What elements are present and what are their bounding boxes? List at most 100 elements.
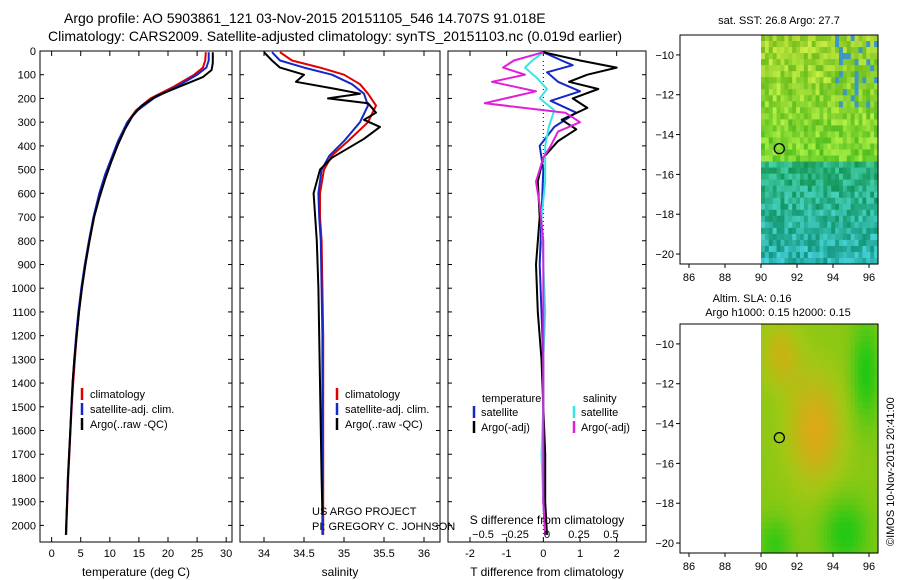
x-axis-label: temperature (deg C): [82, 565, 190, 579]
map-y-tick-label: −20: [655, 538, 674, 550]
y-tick-label: 1300: [12, 354, 36, 366]
map-x-tick-label: 96: [863, 561, 875, 573]
x-tick-label: -1: [502, 548, 512, 560]
map-x-tick-label: 90: [755, 272, 767, 284]
series-line-magenta: [483, 51, 581, 535]
sst-map-title: sat. SST: 26.8 Argo: 27.7: [718, 15, 840, 27]
axes-frame-difference-profile: [447, 50, 647, 543]
map-x-tick-label: 86: [683, 561, 695, 573]
y-tick-label: 800: [18, 236, 36, 248]
map-y-tick-label: −12: [655, 90, 674, 102]
secondary-tick-label: 0.25: [568, 529, 589, 541]
map-y-tick-label: −10: [655, 50, 674, 62]
map-cells: [761, 35, 879, 265]
y-tick-label: 1200: [12, 331, 36, 343]
map-y-tick-label: −18: [655, 209, 674, 221]
x-tick-label: 34: [258, 548, 270, 560]
x-tick-label: 0: [540, 548, 546, 560]
map-x-tick-label: 92: [791, 561, 803, 573]
project-annotation: US ARGO PROJECT: [312, 506, 417, 518]
y-tick-label: 700: [18, 212, 36, 224]
x-axis-label: salinity: [322, 565, 359, 579]
x-tick-label: -2: [465, 548, 475, 560]
legend-label: Argo(..raw -QC): [90, 419, 168, 431]
x-tick-label: 15: [133, 548, 145, 560]
legend-label: climatology: [90, 389, 146, 401]
legend-label: Argo(..raw -QC): [345, 419, 423, 431]
x-tick-label: 0: [49, 548, 55, 560]
x-tick-label: 20: [162, 548, 174, 560]
legend-header-temperature: temperature: [482, 393, 541, 405]
secondary-axis-title: S difference from climatology: [470, 513, 625, 527]
x-tick-label: 1: [577, 548, 583, 560]
y-tick-label: 200: [18, 93, 36, 105]
sla-map-title: Altim. SLA: 0.16: [713, 293, 792, 305]
map-cells: [761, 324, 879, 554]
map-x-tick-label: 86: [683, 272, 695, 284]
x-tick-label: 10: [104, 548, 116, 560]
secondary-tick-label: −0.5: [472, 529, 494, 541]
legend-label: satellite: [581, 407, 618, 419]
map-y-tick-label: −16: [655, 458, 674, 470]
map-y-tick-label: −12: [655, 379, 674, 391]
y-tick-label: 1400: [12, 378, 36, 390]
legend-label: satellite-adj. clim.: [90, 404, 174, 416]
y-tick-label: 1500: [12, 402, 36, 414]
x-tick-label: 2: [614, 548, 620, 560]
y-tick-label: 0: [30, 46, 36, 58]
y-tick-label: 1600: [12, 426, 36, 438]
series-line-black: [263, 51, 381, 514]
x-tick-label: 34.5: [293, 548, 314, 560]
secondary-tick-label: −0.25: [501, 529, 529, 541]
legend-label: satellite: [481, 407, 518, 419]
y-tick-label: 2000: [12, 520, 36, 532]
x-axis-label: T difference from climatology: [470, 565, 624, 579]
y-tick-label: 600: [18, 188, 36, 200]
y-tick-label: 100: [18, 70, 36, 82]
x-tick-label: 35.5: [373, 548, 394, 560]
map-y-tick-label: −14: [655, 130, 674, 142]
pi-annotation: PI: GREGORY C. JOHNSON: [312, 521, 455, 533]
x-tick-label: 30: [220, 548, 232, 560]
argo-height-title: Argo h1000: 0.15 h2000: 0.15: [705, 307, 851, 319]
map-x-tick-label: 94: [827, 561, 839, 573]
argo-location-marker: [773, 431, 785, 444]
secondary-tick-label: 0: [544, 529, 550, 541]
map-y-tick-label: −10: [655, 339, 674, 351]
map-y-tick-label: −18: [655, 498, 674, 510]
series-line-black: [64, 52, 214, 535]
y-tick-label: 500: [18, 165, 36, 177]
figure-title-line-1: Argo profile: AO 5903861_121 03-Nov-2015…: [64, 10, 546, 26]
axes-frame-salinity-profile: [239, 50, 441, 543]
legend-label: Argo(-adj): [581, 422, 630, 434]
map-x-tick-label: 94: [827, 272, 839, 284]
axes-frame-temperature-profile: [39, 50, 233, 543]
map-frame: [679, 323, 879, 554]
map-frame: [679, 34, 879, 265]
x-tick-label: 36: [418, 548, 430, 560]
map-y-tick-label: −14: [655, 419, 674, 431]
map-x-tick-label: 90: [755, 561, 767, 573]
map-y-tick-label: −16: [655, 169, 674, 181]
x-tick-label: 25: [191, 548, 203, 560]
map-y-tick-label: −20: [655, 249, 674, 261]
legend-label: satellite-adj. clim.: [345, 404, 429, 416]
y-tick-label: 300: [18, 117, 36, 129]
map-x-tick-label: 96: [863, 272, 875, 284]
map-x-tick-label: 92: [791, 272, 803, 284]
y-tick-label: 1800: [12, 473, 36, 485]
y-tick-label: 1900: [12, 497, 36, 509]
secondary-tick-label: 0.5: [603, 529, 618, 541]
x-tick-label: 5: [78, 548, 84, 560]
y-tick-label: 1700: [12, 449, 36, 461]
x-tick-label: 35: [338, 548, 350, 560]
y-tick-label: 1000: [12, 283, 36, 295]
legend-header-salinity: salinity: [583, 393, 617, 405]
y-tick-label: 900: [18, 259, 36, 271]
y-tick-label: 400: [18, 141, 36, 153]
map-x-tick-label: 88: [719, 561, 731, 573]
figure-title-line-2: Climatology: CARS2009. Satellite-adjuste…: [48, 28, 623, 44]
y-tick-label: 1100: [12, 307, 36, 319]
series-line-blue: [271, 51, 369, 535]
